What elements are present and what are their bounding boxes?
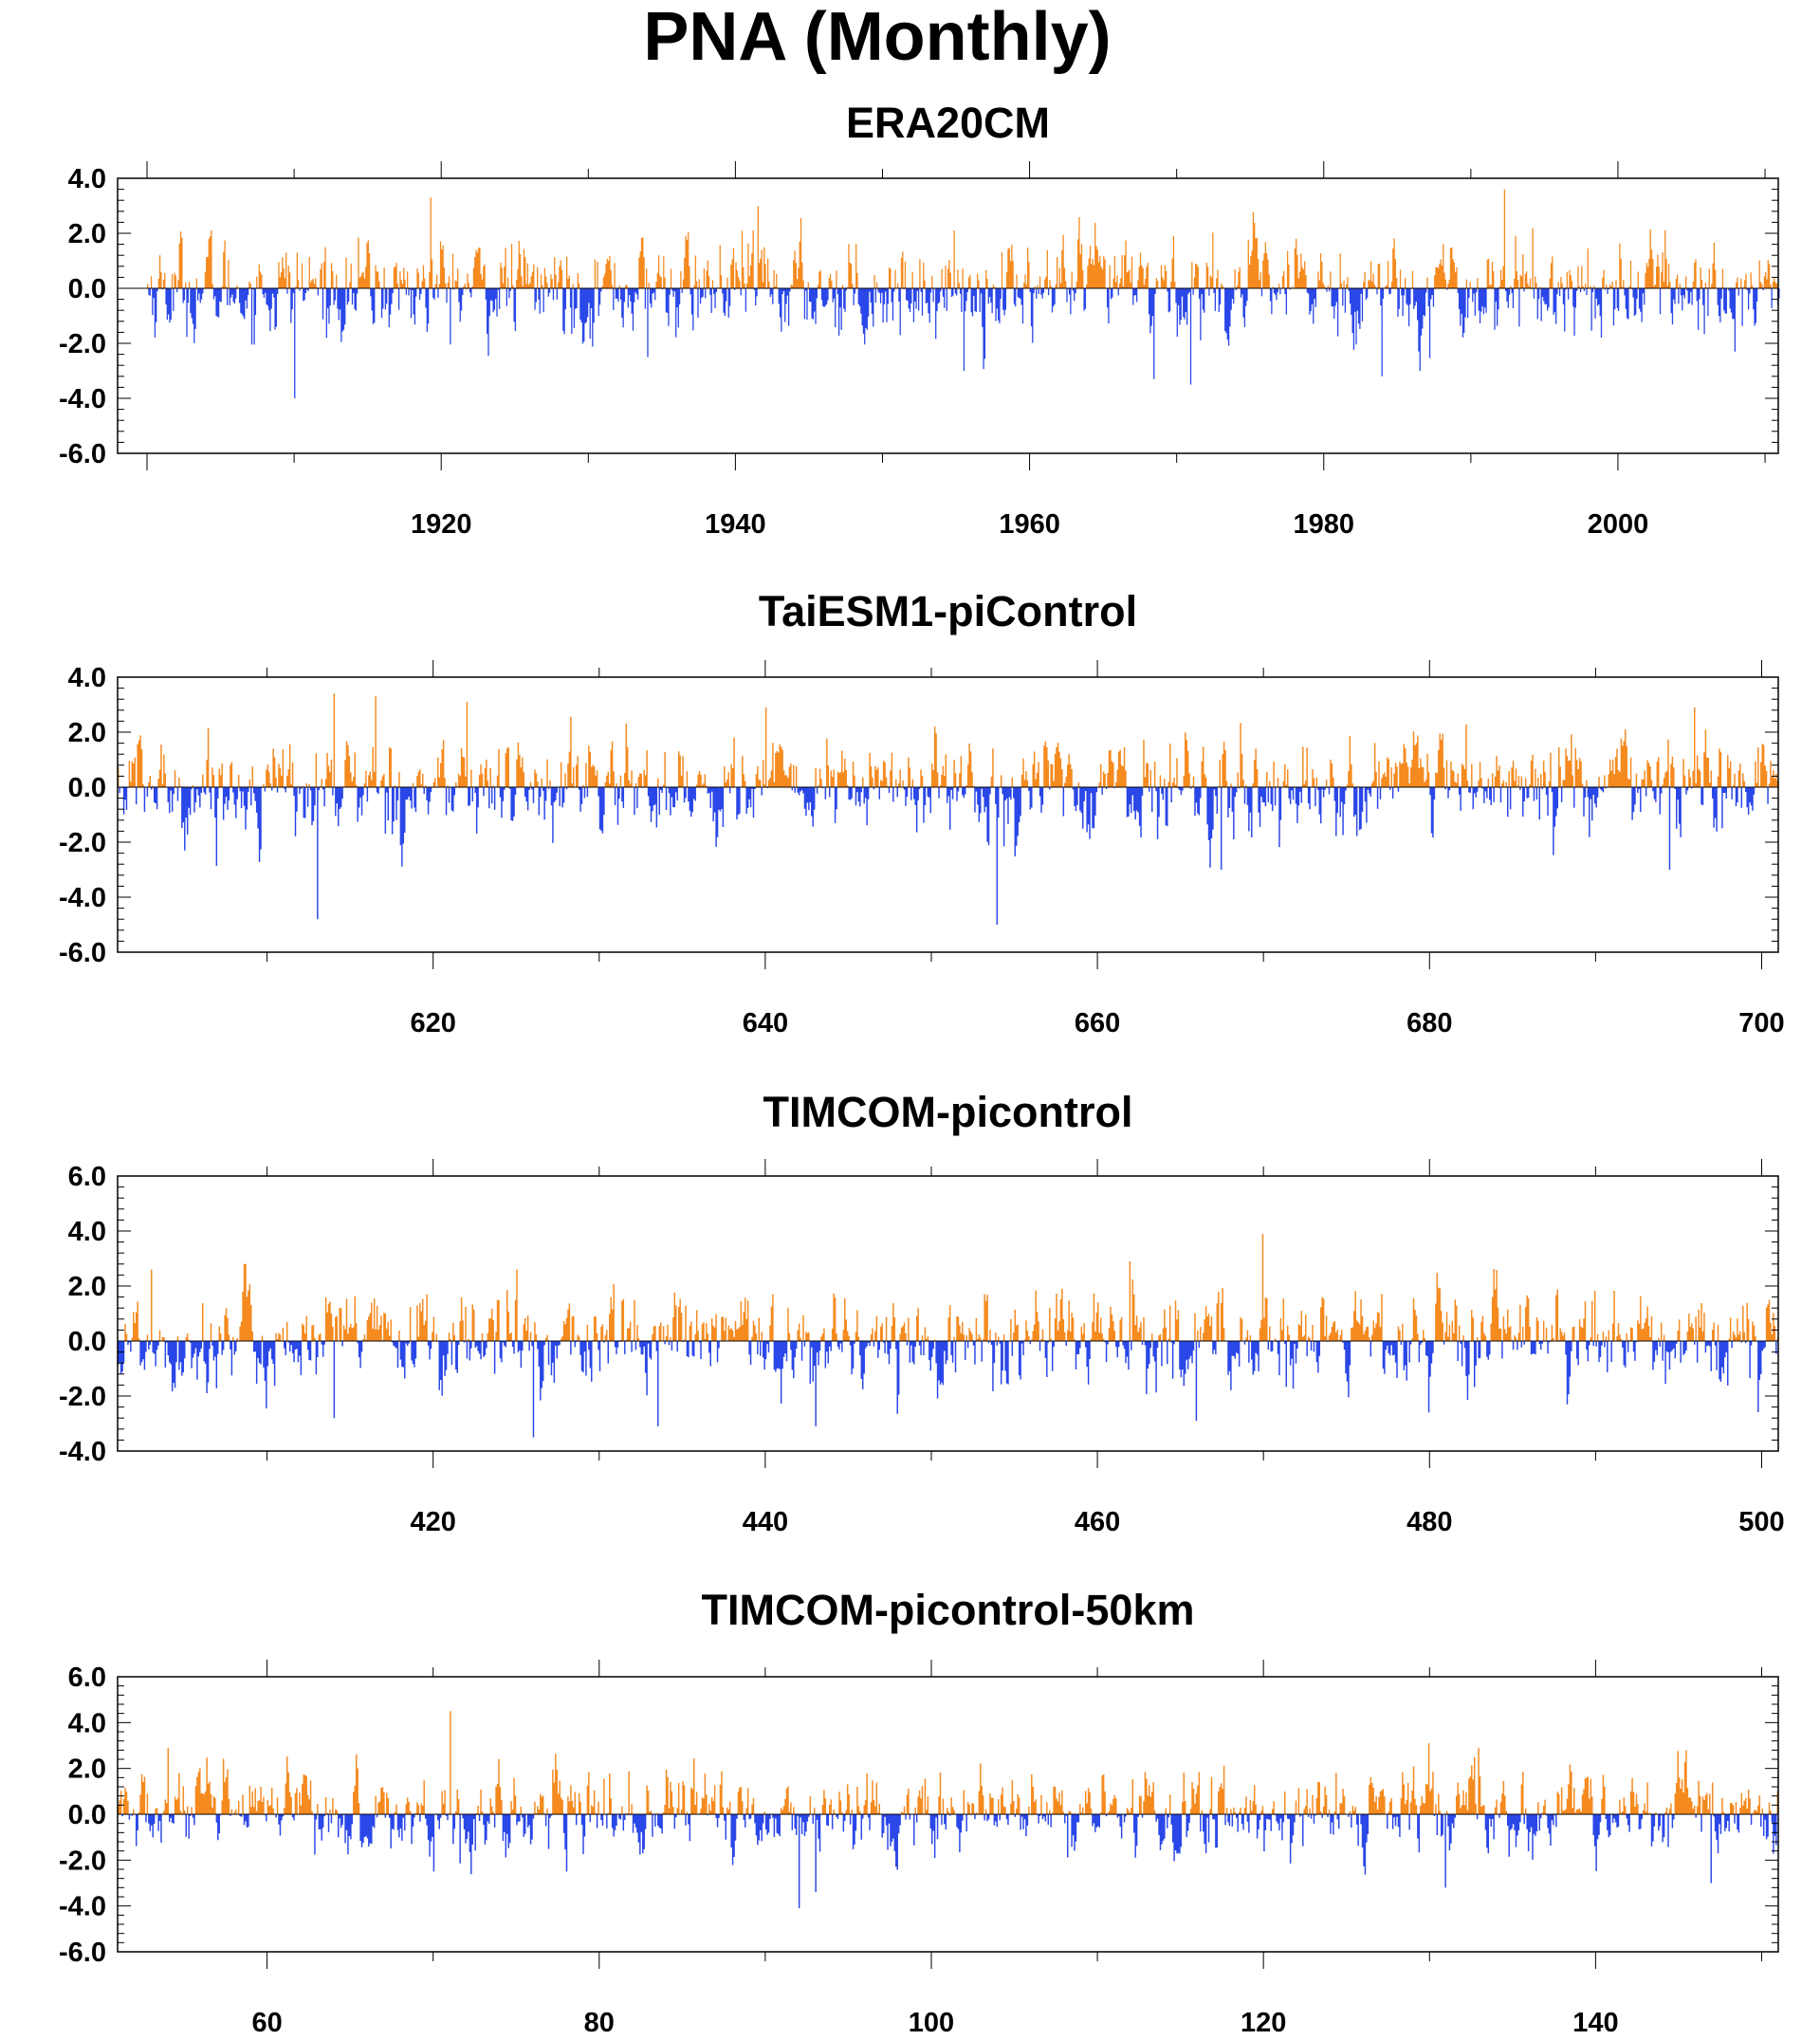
x-tick-label: 120 [1241,2008,1286,2038]
y-tick-label: 0.0 [68,1327,106,1357]
x-tick-label: 660 [1075,1008,1120,1038]
y-tick-label: 0.0 [68,1800,106,1830]
y-tick-label: 0.0 [68,773,106,803]
panel-1: ERA20CM 4.0 2.0 0.0 -2.0 -4.0 -6.0 1920 1940 1960… [59,99,1780,540]
x-tick-label: 640 [743,1008,788,1038]
panel-title: TIMCOM-picontrol-50km [701,1586,1194,1634]
x-tick-label: 100 [909,2008,954,2038]
panel-title: TIMCOM-picontrol [763,1088,1133,1136]
y-tick-label: 4.0 [68,663,106,693]
panel-4: TIMCOM-picontrol-50km 6.0 4.0 2.0 0.0 -2.0 -4.… [59,1586,1779,2038]
positive-bars [124,1233,1778,1341]
y-tick-label: -2.0 [59,329,106,359]
panel-3: TIMCOM-picontrol 6.0 4.0 2.0 0.0 -2.0 -4.0 420 4… [59,1088,1785,1537]
y-tick-label: 4.0 [68,164,106,194]
y-tick-label: 6.0 [68,1162,106,1192]
x-tick-label: 460 [1075,1507,1120,1537]
x-tick-label: 1940 [705,509,766,540]
y-tick-label: 2.0 [68,718,106,748]
y-tick-label: -4.0 [59,1892,106,1922]
x-tick-label: 80 [584,2008,615,2038]
figure-title: PNA (Monthly) [643,0,1111,75]
y-tick-label: -6.0 [59,938,106,968]
panels-container: ERA20CM 4.0 2.0 0.0 -2.0 -4.0 -6.0 1920 1940 1960… [59,99,1785,2038]
y-tick-label: 2.0 [68,1755,106,1785]
plot-frame [117,1175,1779,1452]
x-tick-label: 1960 [999,509,1060,540]
positive-bars [147,189,1777,288]
y-tick-label: -4.0 [59,883,106,913]
y-tick-label: 2.0 [68,1272,106,1302]
x-tick-label: 1920 [411,509,472,540]
y-tick-label: -6.0 [59,1938,106,1968]
y-tick-label: 4.0 [68,1217,106,1247]
y-tick-label: 2.0 [68,219,106,249]
positive-bars [118,693,1778,787]
x-tick-label: 680 [1406,1008,1452,1038]
x-tick-label: 60 [251,2008,282,2038]
x-tick-label: 2000 [1588,509,1649,540]
x-tick-label: 140 [1572,2008,1618,2038]
x-tick-label: 420 [410,1507,455,1537]
y-tick-label: -2.0 [59,1382,106,1412]
y-tick-label: 6.0 [68,1663,106,1693]
negative-bars [118,1341,1777,1438]
negative-bars [119,787,1769,925]
positive-bars [118,1711,1778,1814]
y-tick-label: -4.0 [59,1437,106,1467]
y-tick-label: -2.0 [59,828,106,858]
plot-frame [117,676,1779,953]
x-tick-label: 700 [1738,1008,1784,1038]
panel-title: TaiESM1-piControl [759,587,1137,635]
panel-title: ERA20CM [846,99,1050,147]
negative-bars [148,288,1780,398]
x-tick-label: 1980 [1294,509,1355,540]
panel-2: TaiESM1-piControl 4.0 2.0 0.0 -2.0 -4.0 -6.0 62… [59,587,1785,1038]
x-tick-label: 620 [410,1008,455,1038]
y-tick-label: -4.0 [59,384,106,414]
y-tick-label: -2.0 [59,1846,106,1876]
negative-bars [121,1814,1777,1909]
y-tick-label: 0.0 [68,274,106,304]
x-tick-label: 440 [743,1507,788,1537]
y-tick-label: -6.0 [59,439,106,469]
y-tick-label: 4.0 [68,1708,106,1738]
x-tick-label: 500 [1738,1507,1784,1537]
plot-frame [117,177,1779,454]
x-tick-label: 480 [1406,1507,1452,1537]
